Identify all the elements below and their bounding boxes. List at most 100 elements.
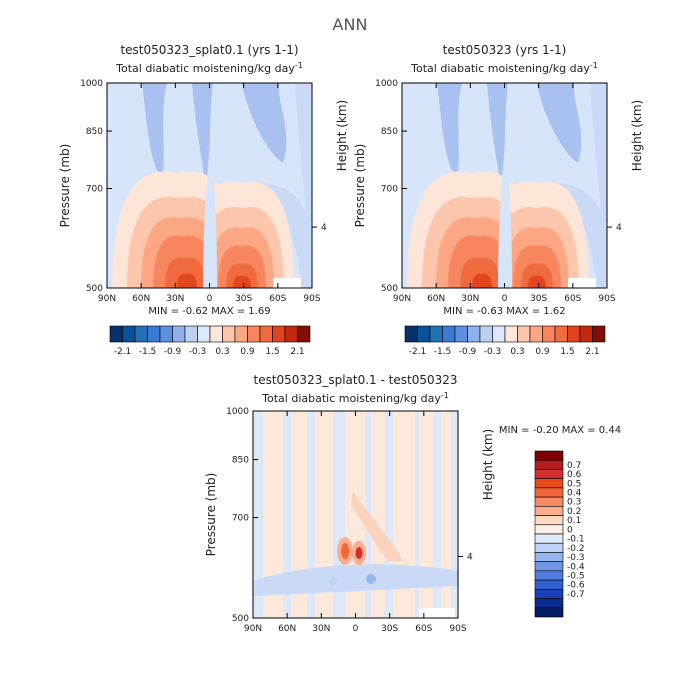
y-axis-label: Pressure (mb) (204, 473, 218, 557)
y-tick-label: 850 (86, 127, 103, 137)
colorbar-cell (272, 325, 286, 343)
colorbar: 0.70.60.50.40.30.20.10-0.1-0.2-0.3-0.4-0… (534, 450, 585, 618)
x-tick-label: 30N (166, 294, 184, 304)
colorbar-cell (542, 325, 556, 343)
y-tick-label: 1000 (375, 79, 398, 89)
colorbar-cell (534, 542, 564, 553)
x-tick-label: 90S (449, 624, 466, 634)
colorbar-label: -0.3 (567, 553, 585, 563)
colorbar-cell (417, 325, 431, 343)
colorbar-label: -0.6 (567, 581, 585, 591)
x-tick-label: 60S (269, 294, 286, 304)
colorbar-label: 0.9 (240, 347, 255, 357)
panels: test050323_splat0.1 (yrs 1-1) Total diaba… (58, 43, 644, 634)
y-right-tick-label: 4 (467, 552, 473, 562)
colorbar-cell (234, 325, 248, 343)
colorbar-cell (209, 325, 223, 343)
colorbar-label: -0.9 (459, 347, 477, 357)
colorbar-cell (534, 450, 564, 461)
y-right-axis-label: Height (km) (335, 100, 349, 171)
colorbar-cell (147, 325, 161, 343)
colorbar-cell (184, 325, 198, 343)
colorbar-cell (579, 325, 593, 343)
panel-p3: test050323_splat0.1 - test050323 Total di… (204, 373, 621, 634)
colorbar-label: -0.2 (567, 544, 585, 554)
heatmap-field (253, 411, 458, 618)
colorbar-label: -0.7 (567, 590, 585, 600)
x-tick-label: 60S (415, 624, 432, 634)
colorbar-label: -0.3 (484, 347, 502, 357)
y-axis-label: Pressure (mb) (58, 144, 72, 228)
colorbar: -2.1 -1.5 -0.9 -0.3 0.3 0.9 1.5 2.1 (404, 325, 606, 357)
panel-subtitle: Total diabatic moistening/kg day-1 (410, 61, 598, 76)
x-tick-label: 30S (235, 294, 252, 304)
colorbar-label: 0.7 (567, 461, 581, 471)
colorbar-label: -0.5 (567, 572, 585, 582)
colorbar-label: 0.1 (567, 516, 581, 526)
colorbar-cell (297, 325, 311, 343)
colorbar-label: -2.1 (114, 347, 132, 357)
x-tick-label: 90N (393, 294, 411, 304)
x-tick-label: 0 (207, 294, 213, 304)
colorbar-label: 0.9 (535, 347, 550, 357)
colorbar-cell (467, 325, 481, 343)
x-tick-label: 0 (353, 624, 359, 634)
min-max-stats: MIN = -0.62 MAX = 1.69 (148, 306, 270, 317)
colorbar-cell (534, 524, 564, 535)
page-title: ANN (333, 15, 368, 34)
colorbar-cell (517, 325, 531, 343)
colorbar-label: 0.4 (567, 489, 582, 499)
colorbar-cell (284, 325, 298, 343)
colorbar-cell (534, 598, 564, 609)
colorbar-label: -1.5 (434, 347, 452, 357)
colorbar-label: 1.5 (265, 347, 279, 357)
colorbar-label: -0.3 (189, 347, 207, 357)
min-max-stats: MIN = -0.20 MAX = 0.44 (499, 425, 621, 436)
colorbar-label: 2.1 (585, 347, 599, 357)
colorbar-cell (504, 325, 518, 343)
colorbar-cell (442, 325, 456, 343)
colorbar-cell (534, 570, 564, 581)
y-tick-label: 700 (232, 514, 249, 524)
colorbar-label: 0.3 (567, 498, 581, 508)
colorbar-cell (134, 325, 148, 343)
y-right-tick-label: 4 (616, 223, 622, 233)
y-tick-label: 850 (232, 456, 249, 466)
heatmap-field (402, 83, 607, 288)
x-tick-label: 90N (98, 294, 116, 304)
colorbar-cell (529, 325, 543, 343)
panel-title: test050323 (yrs 1-1) (443, 43, 567, 57)
panel-p1: test050323_splat0.1 (yrs 1-1) Total diaba… (58, 43, 349, 357)
y-tick-label: 850 (381, 127, 398, 137)
colorbar-cell (122, 325, 136, 343)
panel-subtitle: Total diabatic moistening/kg day-1 (261, 391, 449, 406)
colorbar-label: 0.3 (510, 347, 524, 357)
panel-p2: test050323 (yrs 1-1) Total diabatic moist… (353, 43, 644, 357)
colorbar-cell (534, 478, 564, 489)
x-tick-label: 90S (598, 294, 615, 304)
colorbar-cell (222, 325, 236, 343)
colorbar-cell (534, 496, 564, 507)
x-tick-label: 0 (502, 294, 508, 304)
colorbar-cell (197, 325, 211, 343)
colorbar-cell (454, 325, 468, 343)
colorbar-cell (534, 515, 564, 526)
y-tick-label: 700 (86, 184, 103, 194)
colorbar-cell (247, 325, 261, 343)
colorbar-cell (534, 506, 564, 516)
colorbar-cell (554, 325, 568, 343)
colorbar-label: -1.5 (139, 347, 157, 357)
colorbar-cell (534, 561, 564, 572)
colorbar-cell (534, 607, 564, 618)
min-max-stats: MIN = -0.63 MAX = 1.62 (443, 306, 565, 317)
colorbar-cell (534, 552, 564, 562)
x-tick-label: 60N (278, 624, 296, 634)
y-tick-label: 1000 (226, 407, 249, 417)
colorbar-label: 2.1 (290, 347, 304, 357)
y-tick-label: 700 (381, 184, 398, 194)
colorbar-cell (429, 325, 443, 343)
colorbar-label: -0.4 (567, 562, 585, 572)
x-tick-label: 90S (303, 294, 320, 304)
colorbar-cell (534, 487, 564, 498)
